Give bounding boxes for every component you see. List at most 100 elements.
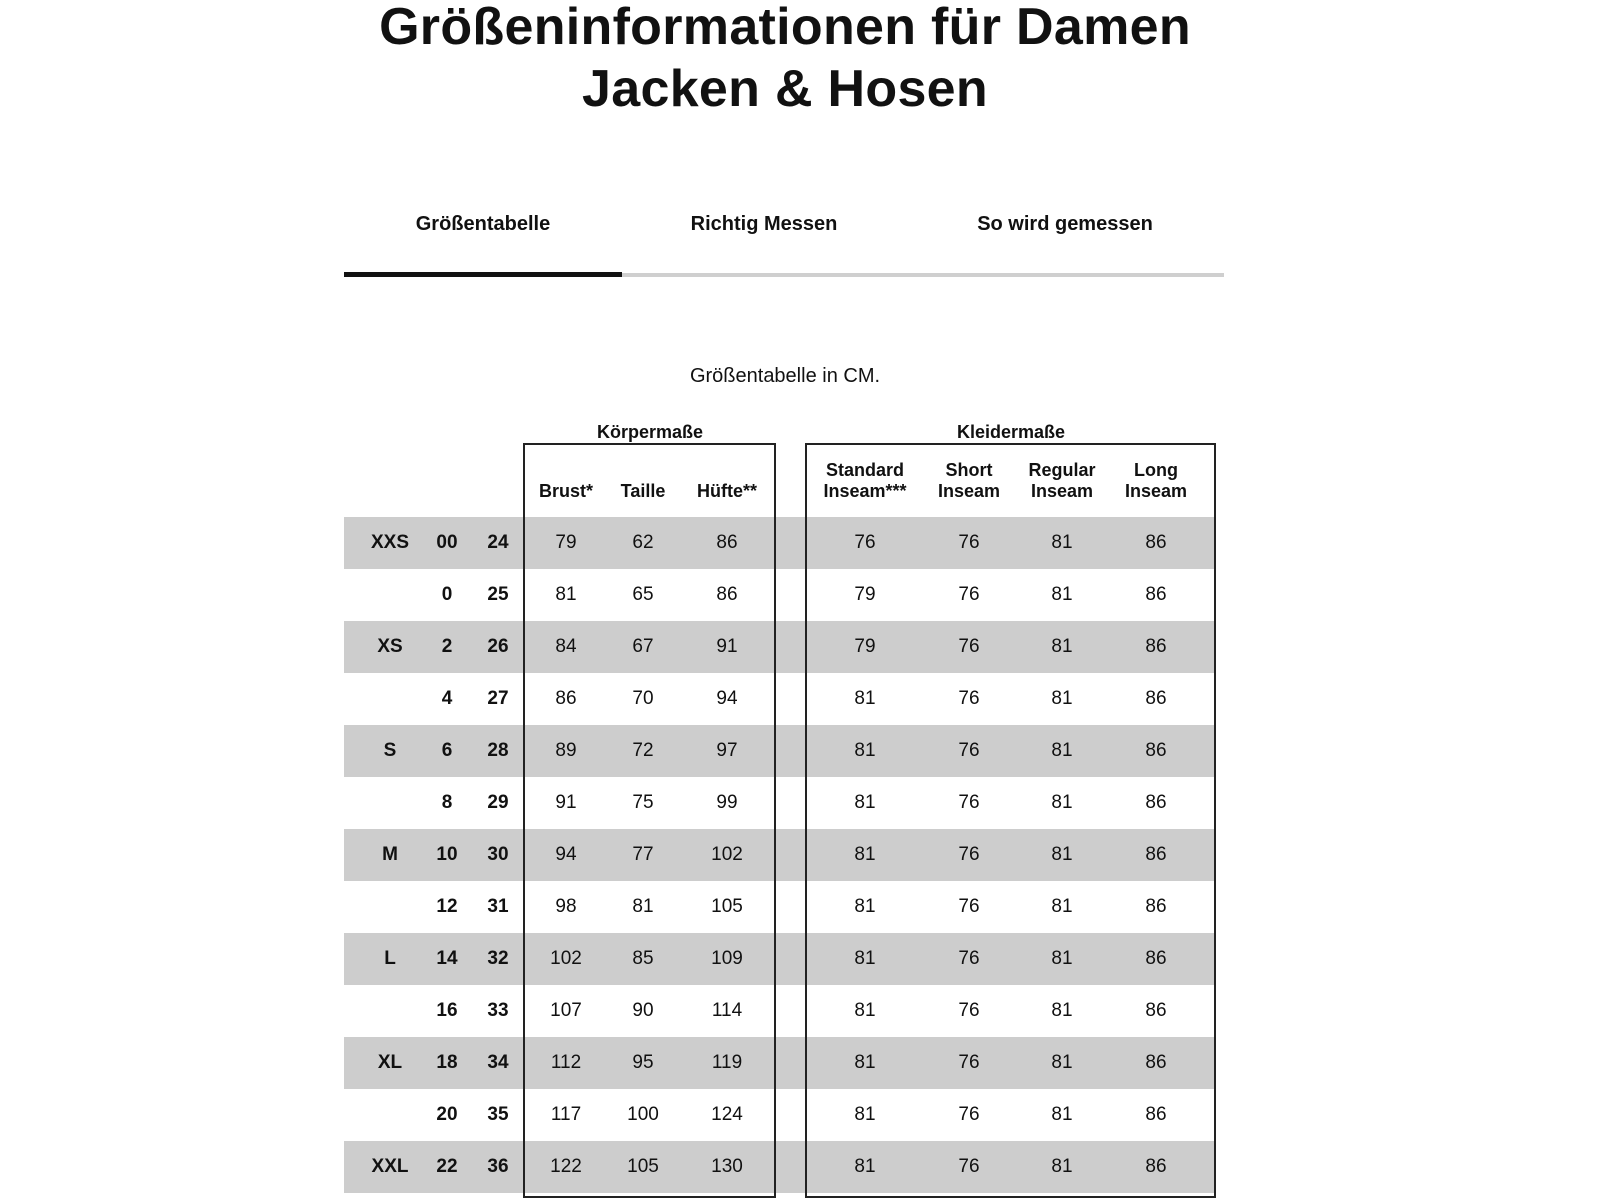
cell-huefte: 99: [716, 792, 738, 813]
page-title: Größeninformationen für Damen Jacken & H…: [0, 0, 1570, 120]
cell-letter-size: XXL: [371, 1156, 409, 1177]
cell-long-inseam: 86: [1145, 1156, 1167, 1177]
cell-standard-inseam: 81: [854, 1156, 876, 1177]
cell-taille: 81: [632, 896, 654, 917]
table-row: 4 27 86 70 94 81 76 81 86: [344, 673, 1215, 725]
cell-us-size: 6: [441, 740, 453, 761]
cell-regular-inseam: 81: [1051, 532, 1073, 553]
cell-huefte: 86: [716, 532, 738, 553]
table-row: 20 35 117 100 124 81 76 81 86: [344, 1089, 1215, 1141]
cell-waist-size: 29: [487, 792, 509, 813]
cell-brust: 79: [555, 532, 577, 553]
cell-taille: 90: [632, 1000, 654, 1021]
cell-waist-size: 31: [487, 896, 509, 917]
cell-long-inseam: 86: [1145, 584, 1167, 605]
header-long-inseam: Long Inseam: [1124, 460, 1188, 501]
cell-short-inseam: 76: [958, 844, 980, 865]
cell-regular-inseam: 81: [1051, 948, 1073, 969]
cell-taille: 62: [632, 532, 654, 553]
cell-waist-size: 26: [487, 636, 509, 657]
cell-brust: 122: [550, 1156, 582, 1177]
tab-how-measured[interactable]: So wird gemessen: [977, 213, 1153, 235]
header-taille: Taille: [620, 481, 666, 501]
cell-letter-size: L: [384, 948, 396, 969]
table-row: S 6 28 89 72 97 81 76 81 86: [344, 725, 1215, 777]
header-brust: Brust*: [538, 481, 594, 501]
header-short-inseam: Short Inseam: [937, 460, 1001, 501]
cell-taille: 67: [632, 636, 654, 657]
cell-us-size: 4: [441, 688, 453, 709]
cell-us-size: 00: [436, 532, 458, 553]
cell-regular-inseam: 81: [1051, 584, 1073, 605]
cell-us-size: 16: [436, 1000, 458, 1021]
tab-size-chart[interactable]: Größentabelle: [415, 213, 551, 235]
cell-taille: 100: [627, 1104, 659, 1125]
tab-measure-correctly[interactable]: Richtig Messen: [690, 213, 838, 235]
table-caption: Größentabelle in CM.: [689, 365, 881, 387]
header-huefte: Hüfte**: [696, 481, 758, 501]
cell-regular-inseam: 81: [1051, 1052, 1073, 1073]
cell-short-inseam: 76: [958, 584, 980, 605]
group-garment-measurements: Kleidermaße: [956, 422, 1066, 442]
cell-long-inseam: 86: [1145, 948, 1167, 969]
cell-long-inseam: 86: [1145, 688, 1167, 709]
cell-regular-inseam: 81: [1051, 1104, 1073, 1125]
cell-standard-inseam: 81: [854, 1052, 876, 1073]
cell-brust: 89: [555, 740, 577, 761]
cell-huefte: 114: [711, 1000, 743, 1021]
cell-us-size: 18: [436, 1052, 458, 1073]
cell-short-inseam: 76: [958, 948, 980, 969]
cell-standard-inseam: 81: [854, 792, 876, 813]
cell-letter-size: XS: [377, 636, 403, 657]
group-body-measurements: Körpermaße: [596, 422, 704, 442]
cell-waist-size: 35: [487, 1104, 509, 1125]
cell-taille: 72: [632, 740, 654, 761]
cell-standard-inseam: 79: [854, 584, 876, 605]
table-row: XL 18 34 112 95 119 81 76 81 86: [344, 1037, 1215, 1089]
cell-regular-inseam: 81: [1051, 792, 1073, 813]
cell-long-inseam: 86: [1145, 844, 1167, 865]
cell-regular-inseam: 81: [1051, 844, 1073, 865]
cell-brust: 91: [555, 792, 577, 813]
table-row: L 14 32 102 85 109 81 76 81 86: [344, 933, 1215, 985]
cell-us-size: 14: [436, 948, 458, 969]
cell-regular-inseam: 81: [1051, 896, 1073, 917]
cell-short-inseam: 76: [958, 792, 980, 813]
cell-standard-inseam: 81: [854, 948, 876, 969]
cell-brust: 112: [550, 1052, 582, 1073]
tab-bar: Größentabelle Richtig Messen So wird gem…: [344, 205, 1224, 285]
cell-huefte: 109: [711, 948, 743, 969]
cell-long-inseam: 86: [1145, 792, 1167, 813]
cell-taille: 105: [627, 1156, 659, 1177]
cell-waist-size: 36: [487, 1156, 509, 1177]
cell-letter-size: S: [383, 740, 397, 761]
cell-waist-size: 33: [487, 1000, 509, 1021]
cell-us-size: 12: [436, 896, 458, 917]
cell-long-inseam: 86: [1145, 1104, 1167, 1125]
cell-huefte: 119: [711, 1052, 743, 1073]
cell-huefte: 105: [711, 896, 743, 917]
cell-short-inseam: 76: [958, 896, 980, 917]
active-tab-indicator: [344, 272, 622, 277]
cell-brust: 84: [555, 636, 577, 657]
title-line-1: Größeninformationen für Damen: [379, 0, 1191, 56]
cell-brust: 81: [555, 584, 577, 605]
header-regular-inseam: Regular Inseam: [1028, 460, 1096, 501]
cell-huefte: 102: [711, 844, 743, 865]
cell-standard-inseam: 76: [854, 532, 876, 553]
cell-short-inseam: 76: [958, 1000, 980, 1021]
cell-brust: 117: [550, 1104, 582, 1125]
header-standard-inseam: Standard Inseam***: [823, 460, 907, 501]
cell-us-size: 2: [441, 636, 453, 657]
table-row: XXL 22 36 122 105 130 81 76 81 86: [344, 1141, 1215, 1193]
cell-short-inseam: 76: [958, 636, 980, 657]
cell-standard-inseam: 81: [854, 1104, 876, 1125]
cell-waist-size: 34: [487, 1052, 509, 1073]
table-row: 12 31 98 81 105 81 76 81 86: [344, 881, 1215, 933]
cell-brust: 94: [555, 844, 577, 865]
cell-us-size: 8: [441, 792, 453, 813]
tab-track: [344, 273, 1224, 277]
cell-brust: 86: [555, 688, 577, 709]
cell-waist-size: 32: [487, 948, 509, 969]
cell-short-inseam: 76: [958, 532, 980, 553]
